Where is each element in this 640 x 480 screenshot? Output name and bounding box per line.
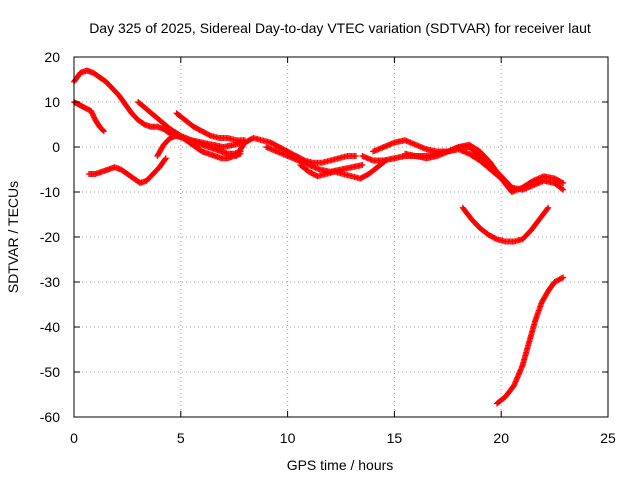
series-arc12 [402, 141, 567, 195]
y-tick-label: 10 [44, 94, 60, 110]
y-tick-label: -10 [40, 184, 60, 200]
series-arc3 [85, 155, 169, 186]
y-tick-label: -40 [40, 319, 60, 335]
y-tick-label: 20 [44, 49, 60, 65]
data-point [560, 180, 567, 186]
x-tick-label: 5 [177, 430, 185, 446]
data-point [359, 162, 366, 168]
data-series [71, 67, 567, 407]
axis-ticks: 0 5 10 15 20 25 -60 -50 -40 -30 -20 -10 0 10 20 [40, 49, 616, 446]
y-tick-label: -20 [40, 229, 60, 245]
series-arc7 [233, 135, 359, 166]
x-tick-label: 25 [600, 430, 616, 446]
data-point [352, 153, 359, 159]
x-tick-label: 15 [387, 430, 403, 446]
series-arc6 [173, 110, 248, 144]
y-tick-label: -30 [40, 274, 60, 290]
x-tick-label: 0 [70, 430, 78, 446]
data-point [544, 205, 551, 212]
chart-title: Day 325 of 2025, Sidereal Day-to-day VTE… [89, 20, 591, 36]
data-point [560, 274, 567, 281]
data-point [558, 275, 565, 282]
data-point [162, 156, 169, 163]
y-tick-label: -50 [40, 364, 60, 380]
data-point [100, 128, 107, 135]
series-arc13 [459, 204, 552, 245]
y-axis-label: SDTVAR / TECUs [5, 181, 21, 293]
data-point [559, 185, 566, 192]
x-tick-label: 10 [280, 430, 296, 446]
series-arc8 [263, 144, 366, 175]
series-arc5 [135, 99, 248, 150]
data-point [492, 235, 499, 242]
series-arc2 [71, 99, 107, 135]
series-arc9 [297, 157, 389, 182]
data-point [100, 127, 107, 134]
data-point [560, 186, 567, 193]
data-point [558, 179, 565, 186]
y-tick-label: 0 [52, 139, 60, 155]
y-tick-label: -60 [40, 409, 60, 425]
data-point [206, 132, 213, 139]
x-axis-label: GPS time / hours [287, 457, 394, 473]
x-tick-label: 20 [493, 430, 509, 446]
series-arc14 [493, 274, 567, 407]
data-point [162, 155, 169, 162]
data-point [545, 204, 552, 211]
